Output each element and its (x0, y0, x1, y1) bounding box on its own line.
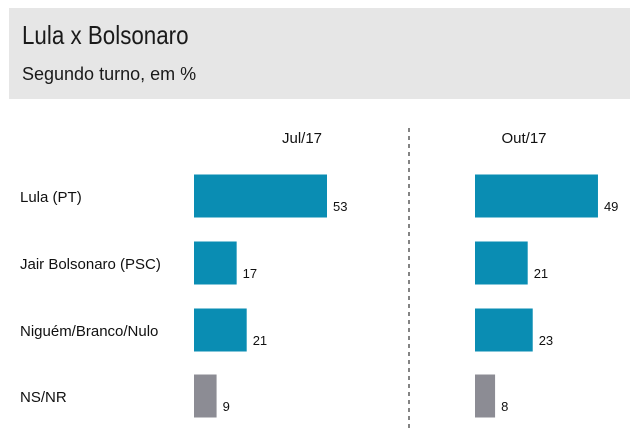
data-label: 23 (539, 333, 553, 348)
bar (475, 308, 533, 352)
data-label: 9 (223, 399, 230, 414)
category-label: Lula (PT) (20, 189, 82, 206)
bar (194, 174, 327, 218)
data-label: 21 (534, 266, 548, 281)
bar (194, 374, 217, 418)
data-label: 17 (243, 266, 257, 281)
chart-header: Lula x Bolsonaro Segundo turno, em % (9, 8, 630, 99)
period-label: Out/17 (501, 130, 546, 147)
chart-title: Lula x Bolsonaro (22, 20, 189, 50)
bar (475, 374, 496, 418)
data-label: 21 (253, 333, 267, 348)
bar (194, 241, 237, 285)
data-label: 8 (501, 399, 508, 414)
data-label: 49 (604, 199, 618, 214)
data-label: 53 (333, 199, 347, 214)
category-label: Jair Bolsonaro (PSC) (20, 256, 161, 273)
bar (475, 241, 528, 285)
bar (475, 174, 598, 218)
bar (194, 308, 247, 352)
category-label: Niguém/Branco/Nulo (20, 323, 158, 340)
chart-subtitle: Segundo turno, em % (22, 64, 197, 84)
category-label: NS/NR (20, 389, 67, 406)
period-label: Jul/17 (282, 130, 322, 147)
